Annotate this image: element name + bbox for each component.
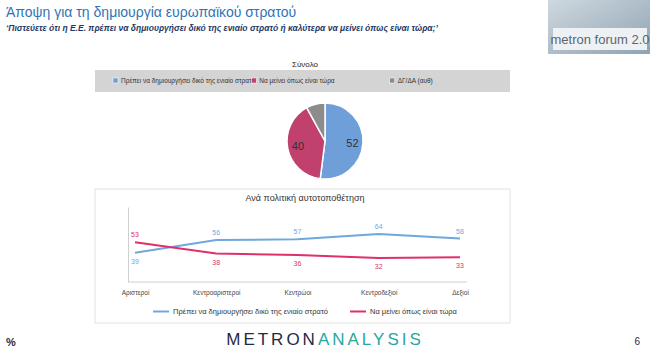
plot-marks	[135, 234, 460, 258]
y-axis-line	[128, 208, 129, 283]
data-label: 38	[212, 259, 220, 266]
legend-label: ΔΓ/ΔΑ (αυθ)	[398, 77, 433, 85]
legend-label: Πρέπει να δημιουργήσει δικό της ενιαίο σ…	[121, 77, 256, 85]
logo-text: metron forum 2.0	[551, 32, 650, 47]
legend-swatch	[251, 78, 256, 83]
data-label: 36	[294, 260, 302, 267]
pie-labels: 52 40	[292, 137, 359, 152]
legend-label: Να μείνει όπως είναι τώρα	[370, 307, 458, 316]
chart-title: Ανά πολιτική αυτοτοποθέτηση	[246, 193, 365, 203]
data-label: 52	[346, 137, 358, 149]
data-label: 39	[131, 258, 139, 265]
data-label: 53	[131, 231, 139, 238]
pie-title: Σύνολο	[292, 60, 318, 69]
x-tick-label: Αριστεροί	[122, 289, 150, 297]
x-axis: Αριστεροί Κεντροαριστεροί Κεντρώοι Κεντροδε…	[122, 282, 470, 297]
series-line	[135, 242, 460, 258]
brand: METRONANALYSIS	[226, 330, 424, 349]
legend-label: Πρέπει να δημιουργήσει δικό της ενιαίο σ…	[173, 307, 328, 316]
legend-swatch	[153, 311, 169, 313]
x-tick-label: Δεξιοί	[452, 289, 469, 297]
page: metron forum 2.0 Άποψη για τη δημιουργία …	[0, 0, 650, 353]
x-tick: Αριστεροί	[122, 282, 150, 297]
title: Άποψη για τη δημιουργία ευρωπαϊκού στρατ…	[6, 4, 296, 20]
data-label: 57	[294, 228, 302, 235]
y-axis	[128, 208, 129, 283]
legend-swatch	[113, 78, 118, 83]
data-labels: 39 56 57 64 58 53 38 36 32 33	[131, 223, 464, 270]
x-tick: Κεντροαριστεροί	[193, 282, 241, 297]
unit-label: %	[6, 336, 16, 348]
legend-band	[95, 70, 510, 92]
legend-swatch	[350, 311, 366, 313]
x-tick: Κεντρώοι	[285, 282, 312, 297]
x-tick-label: Κεντροαριστεροί	[193, 289, 241, 297]
chart-frame	[95, 189, 510, 323]
legend-label: Να μείνει όπως είναι τώρα	[259, 77, 335, 85]
pie-slices	[287, 103, 363, 179]
x-tick-label: Κεντρώοι	[285, 289, 312, 297]
data-label: 64	[375, 223, 383, 230]
legend: Πρέπει να δημιουργήσει δικό της ενιαίο σ…	[153, 307, 457, 316]
data-label: 33	[456, 262, 464, 269]
pie-slice	[320, 103, 363, 179]
chart-svg: metron forum 2.0 Άποψη για τη δημιουργία …	[0, 0, 650, 353]
brand-part: ANALYSIS	[318, 330, 424, 349]
data-label: 58	[456, 228, 464, 235]
x-tick: Δεξιοί	[452, 282, 469, 297]
x-tick: Κεντροδεξιοί	[361, 282, 398, 297]
x-axis-line	[128, 282, 467, 283]
logo-background	[548, 0, 650, 54]
legend-item: Να μείνει όπως είναι τώρα	[350, 307, 458, 316]
brand-part: METRON	[226, 330, 318, 349]
x-tick-label: Κεντροδεξιοί	[361, 289, 398, 297]
page-number: 6	[634, 336, 640, 347]
data-label: 56	[212, 229, 220, 236]
pie-chart: Σύνολο Πρέπει να δημιουργήσει δικό της εν…	[95, 60, 510, 179]
data-label: 40	[292, 140, 304, 152]
legend-swatch	[390, 78, 395, 83]
data-label: 32	[375, 263, 383, 270]
subtitle: ‘Πιστεύετε ότι η Ε.Ε. πρέπει να δημιουργ…	[6, 23, 438, 33]
pie-slice	[307, 103, 325, 141]
line-chart: Ανά πολιτική αυτοτοποθέτηση Αριστεροί Κεντ…	[95, 189, 510, 323]
legend: Πρέπει να δημιουργήσει δικό της ενιαίο σ…	[95, 70, 510, 92]
legend-item: Πρέπει να δημιουργήσει δικό της ενιαίο σ…	[153, 307, 328, 316]
